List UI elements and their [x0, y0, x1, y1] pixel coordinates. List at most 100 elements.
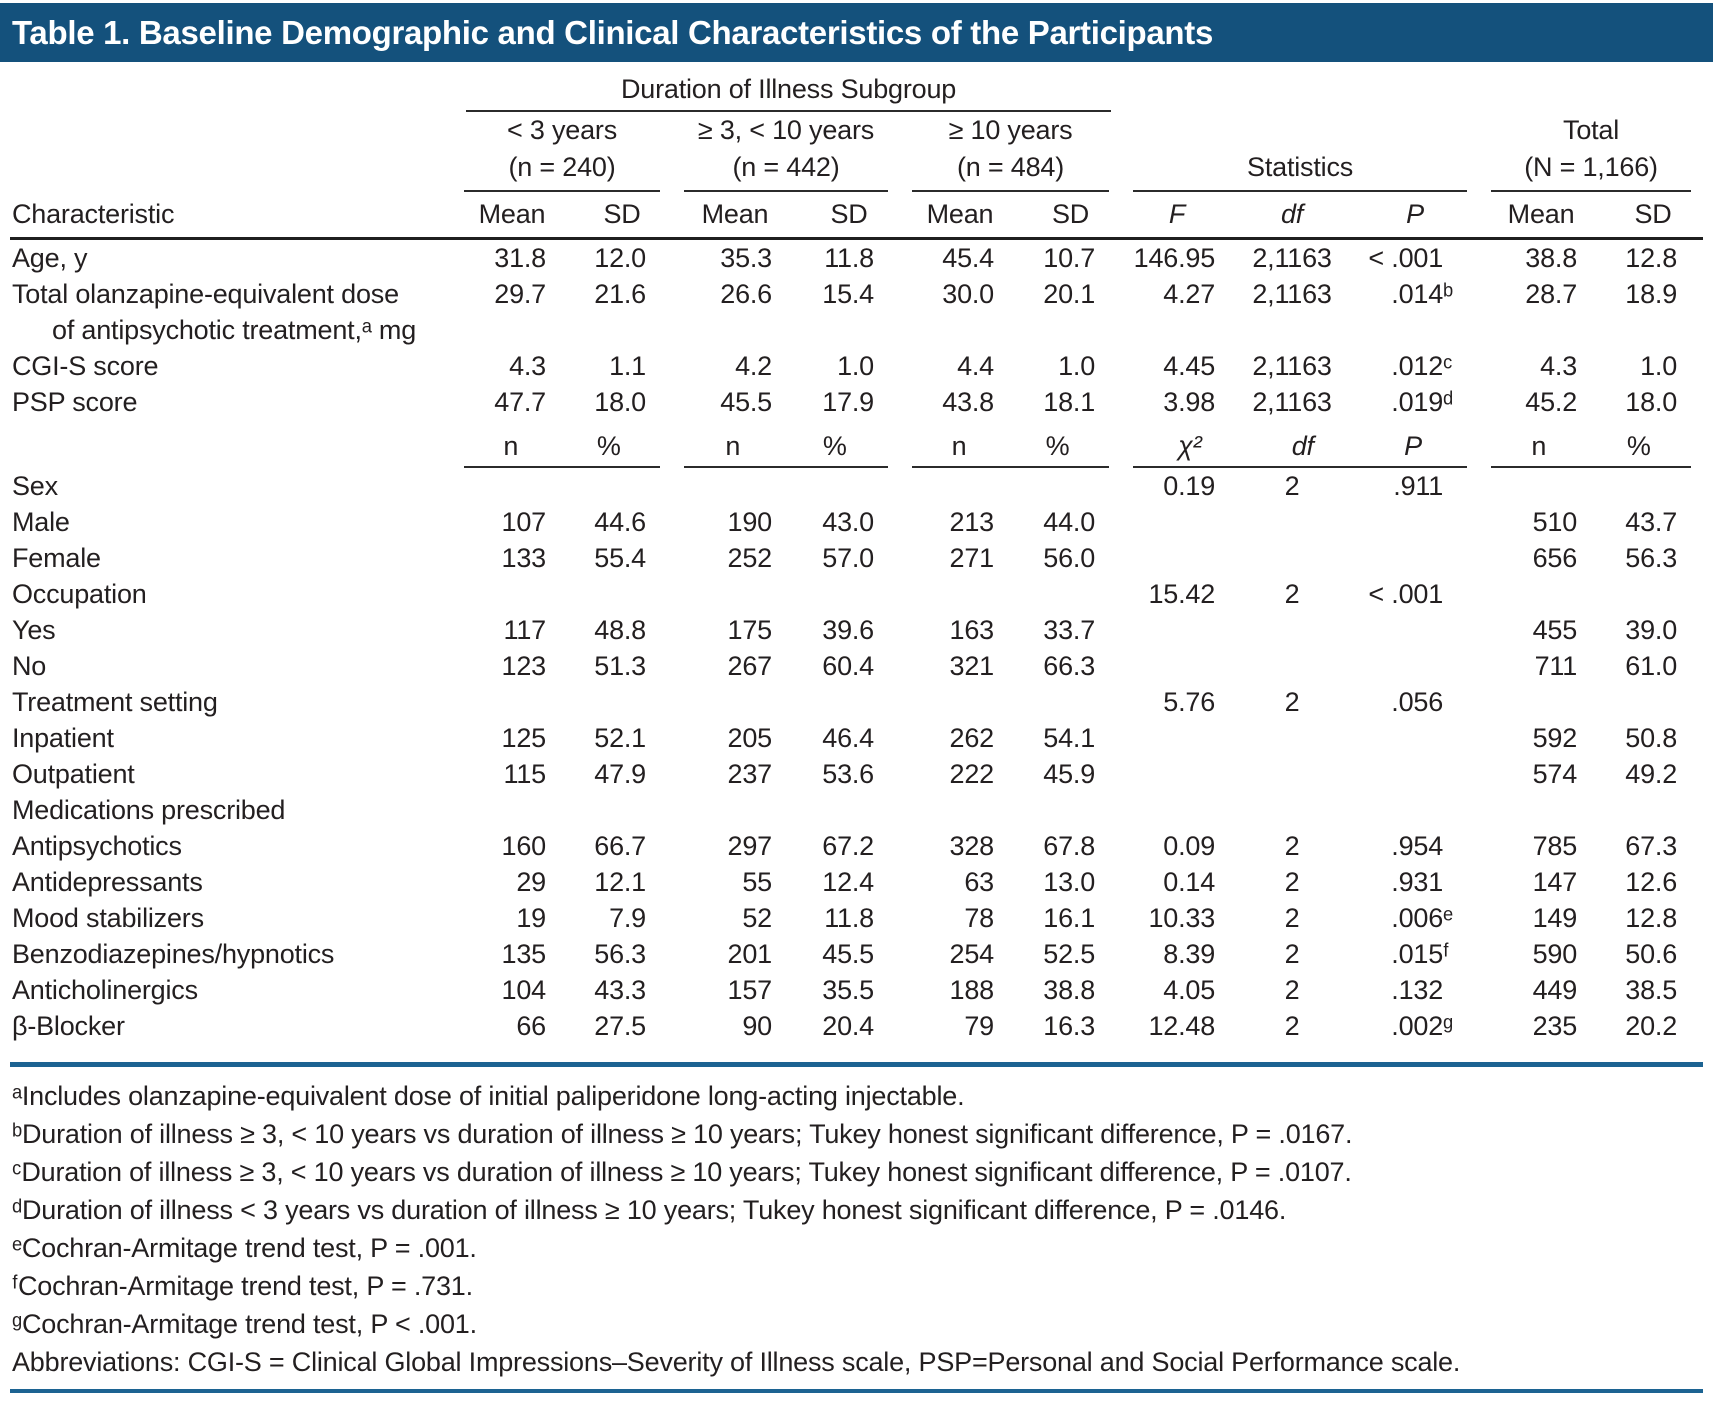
cell: 38.8: [1525, 243, 1578, 273]
cell: 201: [727, 939, 773, 969]
cell: 252: [727, 543, 773, 573]
count-subheader-label: χ²: [1178, 431, 1202, 461]
cell: [1351, 612, 1479, 648]
cell: 60.4: [822, 651, 874, 681]
cell: 4.05: [1163, 975, 1216, 1005]
cell: [798, 684, 900, 720]
row-label: PSP score: [10, 384, 452, 420]
cell: 18.9: [1625, 279, 1678, 309]
cell: 67.2: [822, 831, 874, 861]
cell: 35.3: [720, 243, 772, 273]
cell: 1.1: [609, 351, 646, 381]
col-header-p: P: [1351, 192, 1480, 240]
cell: [1351, 720, 1479, 756]
cell: 20.1: [1043, 279, 1096, 309]
count-subheader-label: df: [1291, 431, 1314, 461]
row-label: Total olanzapine-equivalent dose of antip…: [10, 276, 452, 348]
cell: 0.19: [1163, 471, 1216, 501]
cell: 12.48: [1148, 1011, 1216, 1041]
cell: [900, 684, 1020, 720]
cell: [1121, 648, 1233, 684]
cell: 510: [1532, 507, 1578, 537]
cell: 104: [501, 975, 547, 1005]
table-row: Outpatient 115 47.9 237 53.6 222 45.9 574 49.2: [10, 756, 1703, 792]
cell: 66: [516, 1011, 546, 1041]
row-label: Yes: [10, 612, 452, 648]
col-header-sd: SD: [1603, 192, 1704, 240]
cell: 45.2: [1525, 387, 1578, 417]
cell: 16.3: [1043, 1011, 1096, 1041]
cell: [572, 576, 672, 612]
cell: .132: [1391, 975, 1444, 1005]
cell: 15.4: [822, 279, 874, 309]
cell: [1121, 792, 1233, 828]
spanner-row: Duration of Illness Subgroup: [10, 70, 1703, 112]
cell: 78: [964, 903, 994, 933]
cell: [1351, 756, 1479, 792]
cell: 271: [949, 543, 995, 573]
group-label-line: Total: [1563, 115, 1620, 145]
row-label-text: Benzodiazepines/hypnotics: [12, 939, 335, 969]
cell: 50.6: [1625, 939, 1678, 969]
cell: 297: [727, 831, 773, 861]
cell: [1479, 792, 1603, 828]
col-header-sd: SD: [1020, 192, 1122, 240]
table-row: No 123 51.3 267 60.4 321 66.3 711 61.0: [10, 648, 1703, 684]
cell: 20.4: [822, 1011, 874, 1041]
cell: 133: [501, 543, 547, 573]
col-header-sd: SD: [798, 192, 900, 240]
cell: 44.6: [594, 507, 646, 537]
table-row: Benzodiazepines/hypnotics 135 56.3 201 45.5 2…: [10, 936, 1703, 972]
table-title-bar: Table 1. Baseline Demographic and Clinic…: [0, 3, 1713, 62]
cell: 2,1163: [1252, 243, 1332, 273]
col-header-sd: SD: [572, 192, 672, 240]
count-subheader-group: n%: [900, 420, 1121, 468]
cell: 18.0: [594, 387, 646, 417]
cell: .954: [1391, 831, 1444, 861]
cell: [1603, 576, 1703, 612]
duration-spanner-label: Duration of Illness Subgroup: [466, 70, 1112, 112]
cell: 31.8: [494, 243, 546, 273]
cell: [1121, 756, 1233, 792]
group-n-line: (n = 240): [508, 152, 616, 182]
cell: [672, 576, 798, 612]
spacer-cell: [10, 112, 452, 192]
group-n-line: (n = 442): [732, 152, 840, 182]
cell: [1233, 720, 1351, 756]
cell: [1020, 468, 1121, 504]
table-row: PSP score 47.7 18.0 45.5 17.9 43.8 18.1 3.98 2,1…: [10, 384, 1703, 420]
cell: 27.5: [594, 1011, 646, 1041]
cell: .012ᶜ: [1391, 351, 1453, 381]
cell: 175: [727, 615, 773, 645]
table-row: Inpatient 125 52.1 205 46.4 262 54.1 592 50.8: [10, 720, 1703, 756]
cell: [572, 792, 672, 828]
cell: [572, 468, 672, 504]
footnote-line: ᵇDuration of illness ≥ 3, < 10 years vs …: [12, 1118, 1353, 1149]
footnote-line: ᵍCochran-Armitage trend test, P < .001.: [12, 1308, 477, 1339]
count-subheader-label: n: [951, 431, 967, 461]
cell: 237: [727, 759, 773, 789]
table-row: Sex 0.19 2 .911: [10, 468, 1703, 504]
cell: 55: [742, 867, 772, 897]
table-row: Age, y 31.8 12.0 35.3 11.8 45.4 10.7 146.95 2,11…: [10, 239, 1703, 277]
cell: [1233, 504, 1351, 540]
group-header-statistics: Statistics: [1121, 112, 1479, 192]
row-label: Medications prescribed: [10, 792, 452, 828]
row-label-text: Age, y: [12, 243, 88, 273]
cell: 48.8: [594, 615, 646, 645]
cell: 222: [949, 759, 995, 789]
cell: 12.6: [1625, 867, 1678, 897]
document-page: { "title": "Table 1. Baseline Demographi…: [0, 3, 1713, 1393]
row-label-text: Medications prescribed: [12, 795, 286, 825]
count-subheader-group: n%: [452, 420, 672, 468]
cell: 7.9: [609, 903, 646, 933]
duration-spanner-cell: Duration of Illness Subgroup: [452, 70, 1121, 112]
cell: 18.1: [1043, 387, 1096, 417]
cell: < .001: [1368, 243, 1444, 273]
cell: 8.39: [1163, 939, 1216, 969]
measure-header-row: Characteristic Mean SD Mean SD Mean SD F…: [10, 192, 1704, 240]
cell: 43.3: [594, 975, 646, 1005]
group-header-row: < 3 years (n = 240) ≥ 3, < 10 years (n =…: [10, 112, 1703, 192]
row-label: Female: [10, 540, 452, 576]
row-label: Age, y: [10, 239, 452, 277]
